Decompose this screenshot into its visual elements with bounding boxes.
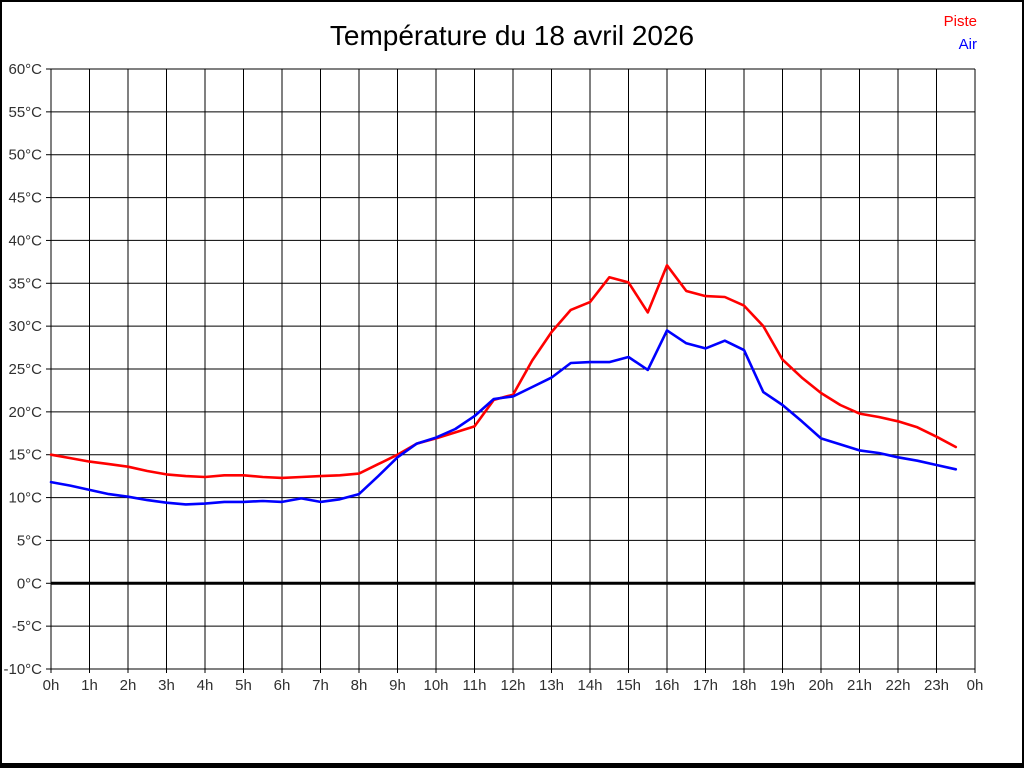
x-tick-label: 1h [81, 677, 98, 694]
x-tick-label: 11h [463, 677, 487, 694]
x-tick-label: 17h [693, 677, 718, 694]
x-tick-label: 13h [539, 677, 564, 694]
y-tick-label: 0°C [17, 575, 42, 592]
x-tick-label: 0h [43, 677, 60, 694]
y-tick-label: 40°C [8, 232, 42, 249]
y-tick-label: 25°C [8, 361, 42, 378]
y-tick-label: -10°C [3, 661, 42, 678]
x-tick-label: 23h [924, 677, 949, 694]
y-tick-label: -5°C [12, 618, 42, 635]
x-tick-label: 8h [351, 677, 368, 694]
y-tick-label: 55°C [8, 104, 42, 121]
y-tick-label: 5°C [17, 532, 42, 549]
x-tick-label: 9h [389, 677, 406, 694]
y-tick-label: 45°C [8, 190, 42, 207]
x-tick-label: 12h [500, 677, 525, 694]
x-tick-label: 7h [312, 677, 329, 694]
x-tick-label: 5h [235, 677, 252, 694]
x-tick-label: 16h [654, 677, 679, 694]
legend-item-piste: Piste [943, 13, 977, 30]
chart-title: Température du 18 avril 2026 [329, 20, 695, 51]
x-tick-label: 3h [158, 677, 175, 694]
y-tick-label: 60°C [8, 61, 42, 78]
series-line-piste [49, 263, 958, 480]
x-tick-label: 0h [967, 677, 984, 694]
y-tick-label: 35°C [8, 275, 42, 292]
x-tick-label: 22h [885, 677, 910, 694]
y-tick-label: 50°C [8, 147, 42, 164]
x-tick-label: 14h [577, 677, 602, 694]
y-tick-label: 20°C [8, 404, 42, 421]
x-tick-label: 6h [274, 677, 291, 694]
legend-item-air: Air [958, 36, 977, 53]
x-tick-label: 4h [197, 677, 214, 694]
y-tick-label: 30°C [8, 318, 42, 335]
x-tick-label: 19h [770, 677, 795, 694]
y-tick-label: 10°C [8, 490, 42, 507]
x-tick-label: 18h [731, 677, 756, 694]
series-line-air [49, 329, 958, 506]
x-tick-label: 20h [808, 677, 833, 694]
legend: Piste Air [944, 10, 977, 56]
x-tick-label: 21h [847, 677, 872, 694]
x-tick-label: 15h [616, 677, 641, 694]
y-tick-label: 15°C [8, 447, 42, 464]
x-tick-label: 10h [423, 677, 448, 694]
x-tick-label: 2h [120, 677, 137, 694]
